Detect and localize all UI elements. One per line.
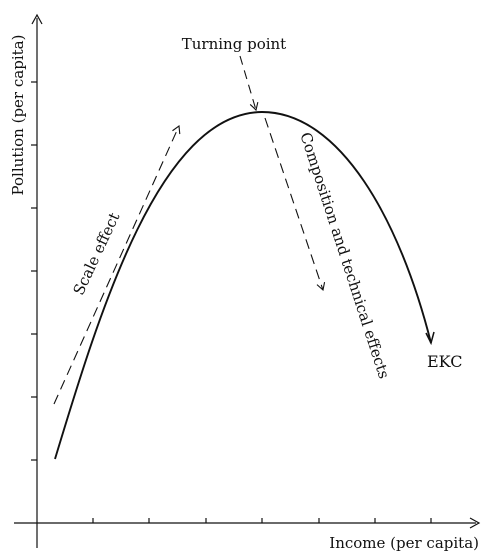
turning-point-label: Turning point <box>182 35 286 53</box>
y-axis: Pollution (per capita) <box>9 13 43 548</box>
ekc-curve-arrowhead <box>425 331 435 346</box>
y-axis-arrowhead <box>31 13 43 25</box>
x-axis-ticks <box>92 518 432 523</box>
composition-effect-arrow <box>264 117 326 292</box>
y-axis-label: Pollution (per capita) <box>9 35 27 196</box>
scale-effect-arrow <box>53 124 181 405</box>
x-axis: Income (per capita) <box>14 517 481 552</box>
turning-point-arrow <box>239 55 259 112</box>
x-axis-label: Income (per capita) <box>329 534 479 552</box>
y-axis-ticks <box>31 81 37 461</box>
x-axis-arrowhead <box>469 517 481 529</box>
ekc-label: EKC <box>427 352 462 371</box>
ekc-curve <box>54 111 432 460</box>
scale-effect-label: Scale effect <box>70 210 124 298</box>
